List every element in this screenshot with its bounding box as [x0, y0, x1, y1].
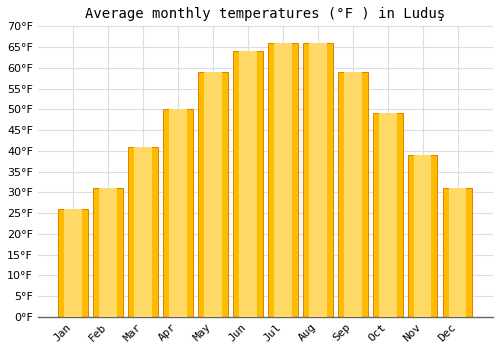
Bar [338, 72, 368, 317]
Bar [268, 43, 298, 317]
Bar [344, 72, 362, 317]
Bar [64, 209, 82, 317]
Bar [169, 109, 187, 317]
Bar [379, 113, 396, 317]
Bar [448, 188, 466, 317]
Title: Average monthly temperatures (°F ) in Luduş: Average monthly temperatures (°F ) in Lu… [86, 7, 446, 21]
Bar [233, 51, 263, 317]
Bar [309, 43, 326, 317]
Bar [373, 113, 402, 317]
Bar [442, 188, 472, 317]
Bar [94, 188, 123, 317]
Bar [408, 155, 438, 317]
Bar [414, 155, 432, 317]
Bar [100, 188, 117, 317]
Bar [134, 147, 152, 317]
Bar [198, 72, 228, 317]
Bar [128, 147, 158, 317]
Bar [58, 209, 88, 317]
Bar [303, 43, 332, 317]
Bar [164, 109, 193, 317]
Bar [274, 43, 292, 317]
Bar [239, 51, 257, 317]
Bar [204, 72, 222, 317]
